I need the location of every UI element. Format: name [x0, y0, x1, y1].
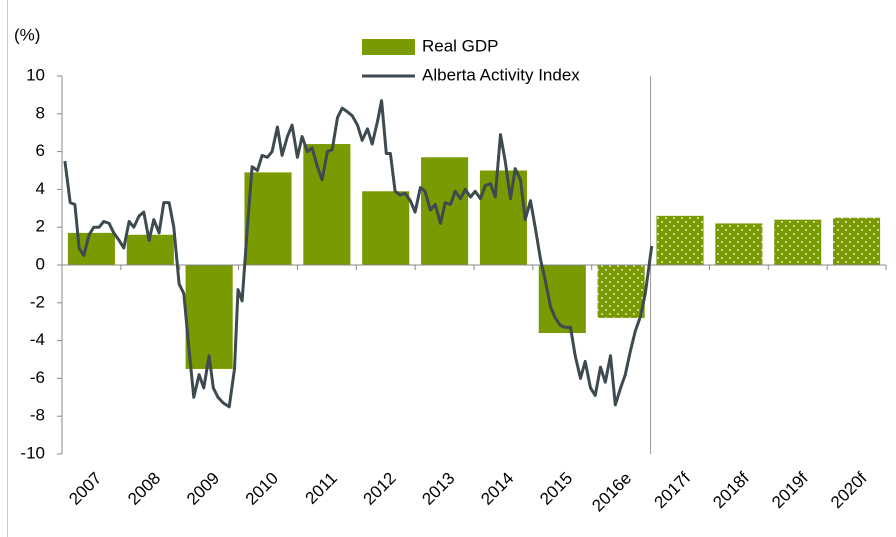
bar	[656, 215, 704, 265]
y-tick-label: 0	[36, 254, 45, 273]
x-tick-label: 2012	[360, 469, 400, 509]
x-tick-label: 2008	[124, 469, 164, 509]
bar	[303, 144, 351, 265]
y-tick-label: -6	[30, 368, 45, 387]
bar	[538, 265, 586, 334]
legend-label: Alberta Activity Index	[422, 65, 580, 84]
y-tick-label: 8	[36, 103, 45, 122]
y-tick-label: -2	[30, 292, 45, 311]
bar	[597, 265, 645, 318]
x-tick-label: 2018f	[709, 468, 753, 512]
x-tick-label: 2010	[242, 469, 282, 509]
y-tick-label: 4	[36, 179, 45, 198]
bar	[362, 191, 410, 265]
x-tick-label: 2020f	[827, 468, 871, 512]
x-tick-label: 2013	[418, 469, 458, 509]
y-tick-label: -8	[30, 406, 45, 425]
y-axis-label: (%)	[14, 25, 40, 44]
y-tick-label: 10	[26, 65, 45, 84]
legend-swatch	[362, 39, 415, 55]
bar	[774, 219, 822, 265]
y-tick-label: 2	[36, 217, 45, 236]
x-tick-label: 2016e	[588, 469, 635, 516]
x-tick-label: 2009	[183, 469, 223, 509]
x-tick-label: 2014	[477, 469, 517, 509]
bar	[244, 172, 292, 265]
bar	[833, 217, 881, 265]
line-series	[63, 99, 654, 409]
x-tick-label: 2011	[302, 469, 341, 508]
y-tick-label: -10	[20, 443, 45, 462]
x-tick-label: 2015	[536, 469, 576, 509]
x-tick-label: 2019f	[768, 468, 812, 512]
bar	[185, 265, 233, 369]
y-tick-label: -4	[30, 330, 45, 349]
bar	[67, 232, 115, 265]
x-tick-label: 2017f	[650, 468, 694, 512]
y-tick-label: 6	[36, 141, 45, 160]
bar	[715, 223, 763, 265]
x-tick-label: 2007	[65, 469, 105, 509]
legend-label: Real GDP	[422, 36, 499, 55]
